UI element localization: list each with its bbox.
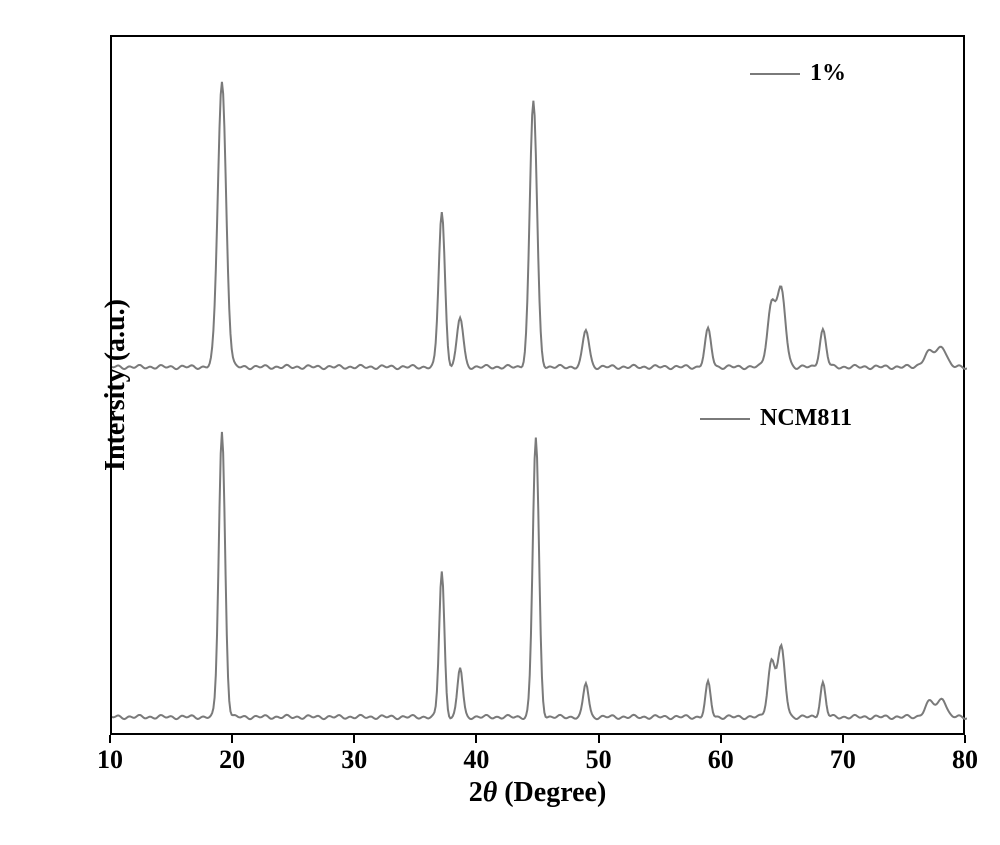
x-tick-label: 30 <box>341 745 367 775</box>
x-tick-label: 80 <box>952 745 978 775</box>
plot-area <box>110 35 965 735</box>
legend-line <box>750 73 800 75</box>
xrd-chart: Intersity (a.u.) 2θ (Degree) 10 20 30 40 50 6… <box>20 20 980 825</box>
legend: NCM811 <box>700 405 852 432</box>
x-tick <box>475 735 477 743</box>
x-tick <box>109 735 111 743</box>
x-tick <box>353 735 355 743</box>
legend-label: 1% <box>810 60 846 87</box>
xrd-trace <box>112 432 967 719</box>
x-tick <box>598 735 600 743</box>
x-tick-label: 50 <box>586 745 612 775</box>
legend-label: NCM811 <box>760 405 852 432</box>
x-axis-label: 2θ (Degree) <box>469 777 607 809</box>
xrd-pattern-svg <box>112 37 967 737</box>
x-tick <box>842 735 844 743</box>
xrd-trace <box>112 82 967 369</box>
x-tick <box>231 735 233 743</box>
x-tick-label: 60 <box>708 745 734 775</box>
legend: 1% <box>750 60 846 87</box>
legend-line <box>700 418 750 420</box>
x-tick-label: 10 <box>97 745 123 775</box>
x-tick-label: 20 <box>219 745 245 775</box>
y-axis-label: Intersity (a.u.) <box>100 299 132 471</box>
x-tick <box>964 735 966 743</box>
x-tick-label: 40 <box>463 745 489 775</box>
x-tick <box>720 735 722 743</box>
x-tick-label: 70 <box>830 745 856 775</box>
